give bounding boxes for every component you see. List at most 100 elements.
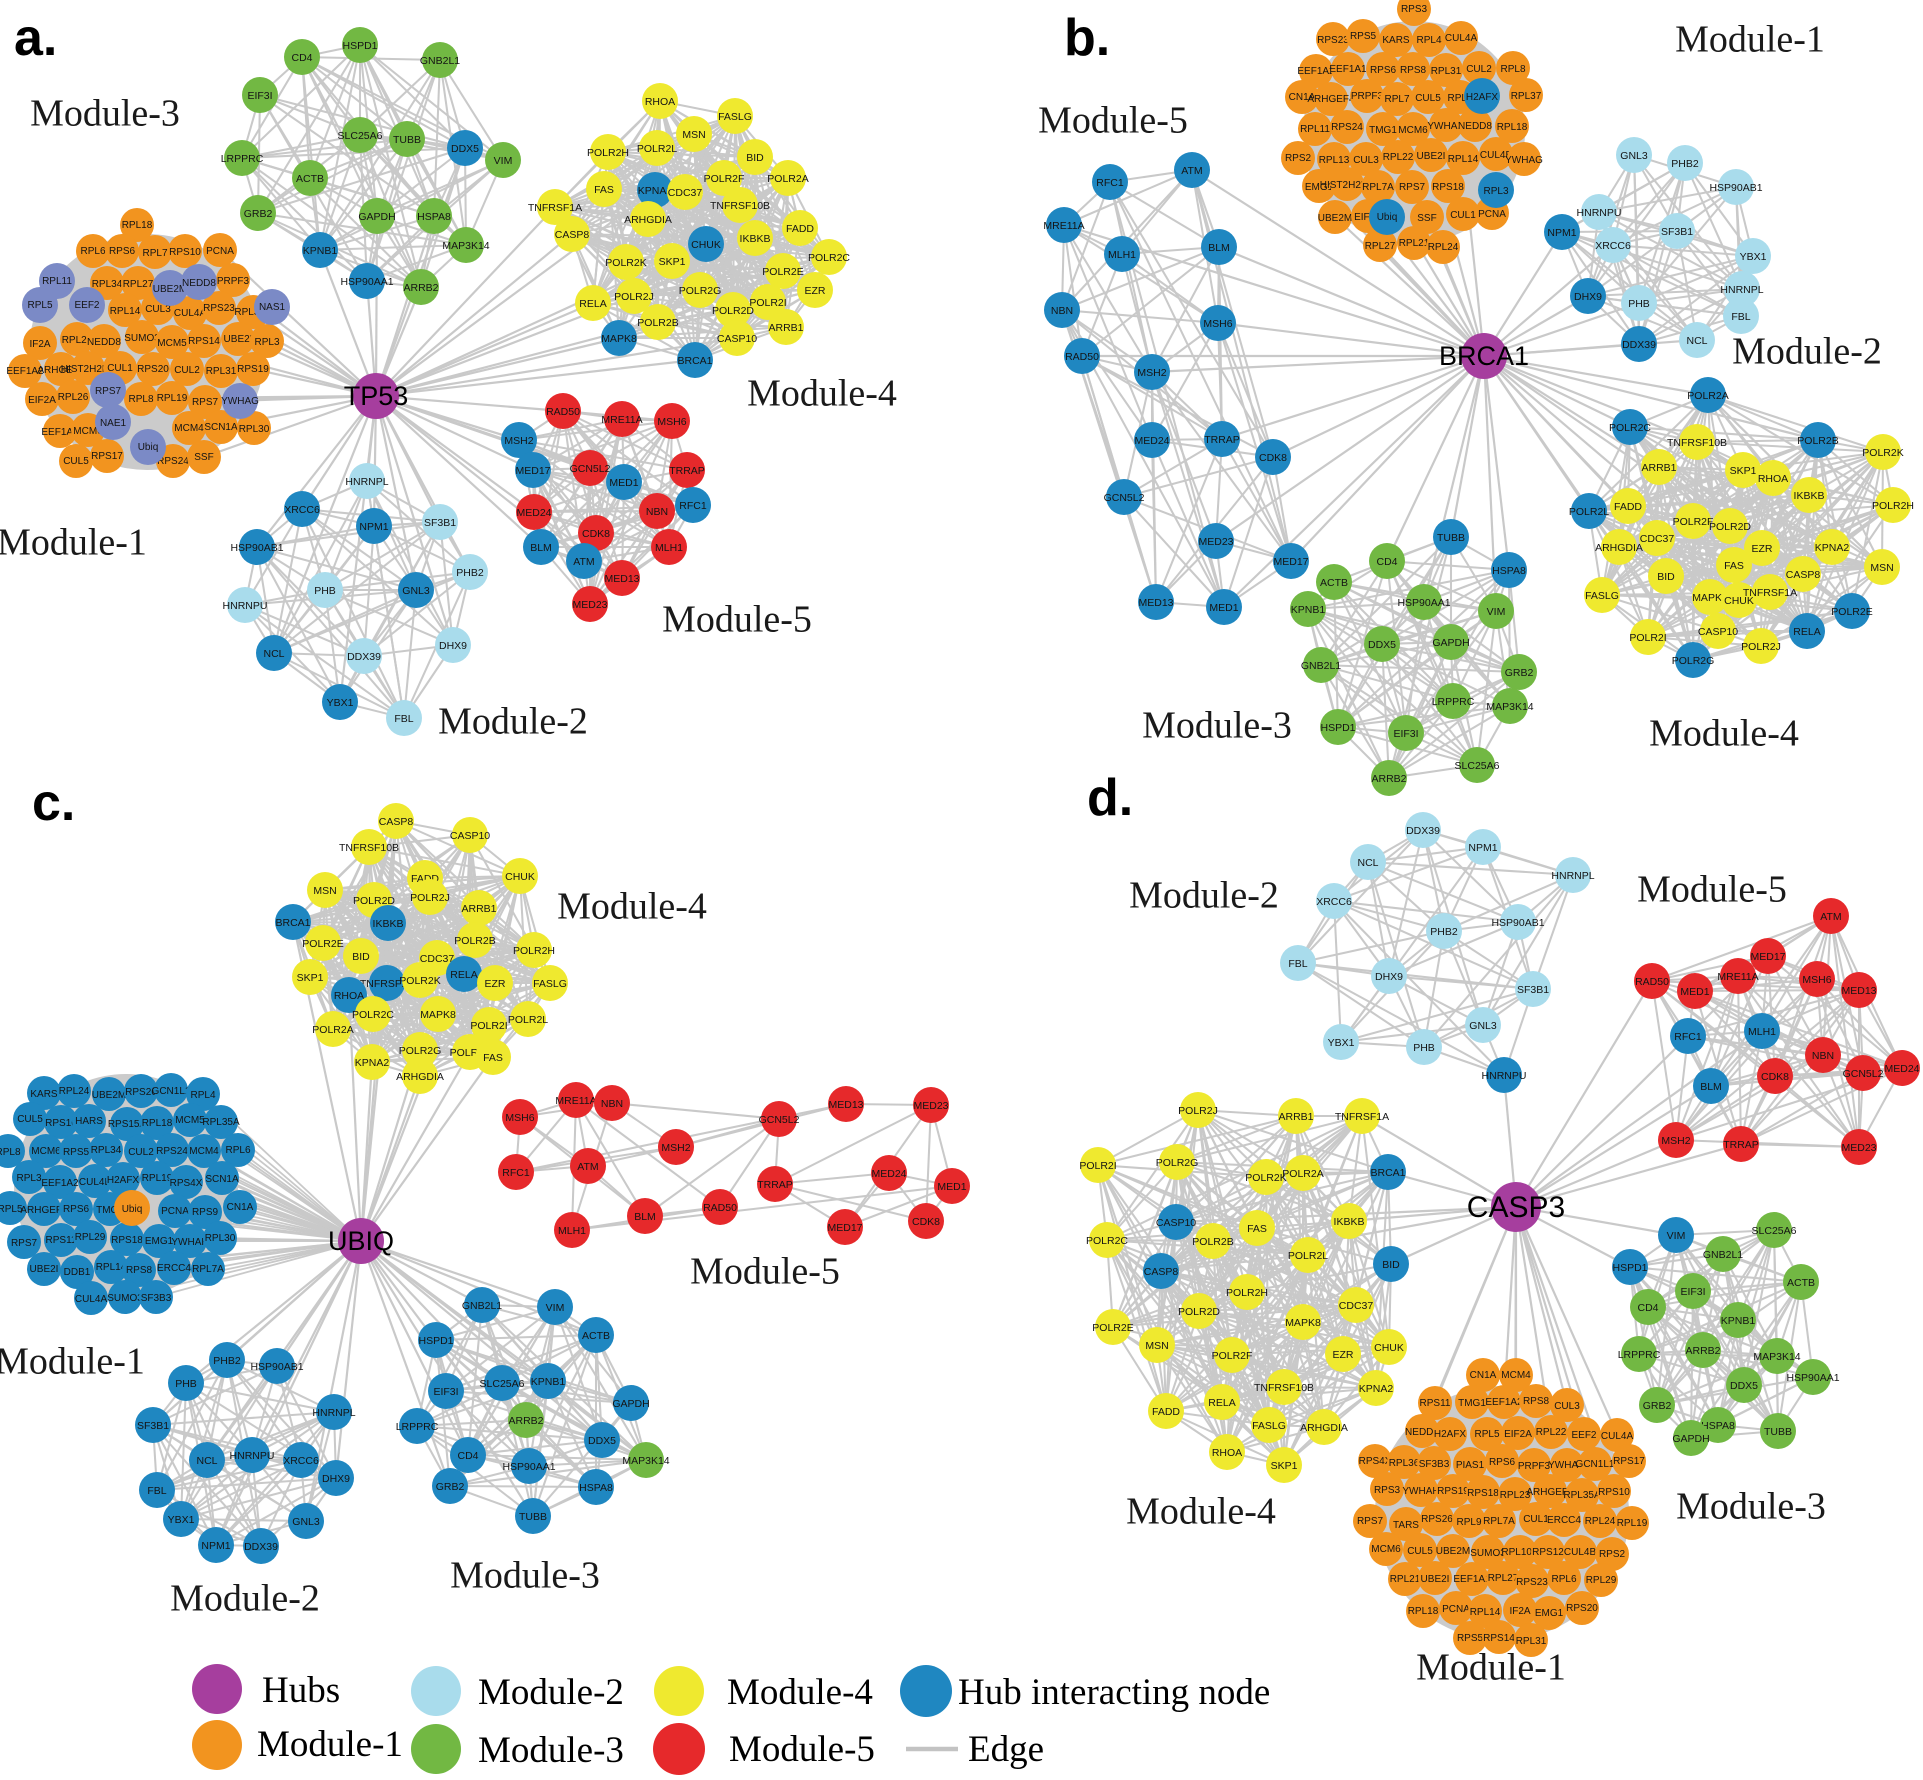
svg-text:ARRB2: ARRB2 xyxy=(508,1415,543,1427)
svg-text:MSH2: MSH2 xyxy=(661,1142,690,1154)
svg-text:GNL3: GNL3 xyxy=(292,1516,320,1528)
svg-text:MRE11A: MRE11A xyxy=(1043,220,1084,232)
svg-text:FBL: FBL xyxy=(394,713,413,725)
svg-text:GNB2L1: GNB2L1 xyxy=(1301,660,1341,672)
svg-text:RPL18: RPL18 xyxy=(142,1118,173,1129)
svg-text:NEDD8: NEDD8 xyxy=(87,337,121,348)
svg-text:BID: BID xyxy=(746,152,764,164)
svg-text:Module-5: Module-5 xyxy=(729,1729,875,1770)
svg-text:PHB: PHB xyxy=(1413,1042,1435,1054)
svg-text:EMG1: EMG1 xyxy=(1535,1608,1564,1619)
svg-text:HSP90AB1: HSP90AB1 xyxy=(250,1361,303,1373)
svg-text:GNL3: GNL3 xyxy=(402,585,430,597)
svg-text:POLR2L: POLR2L xyxy=(1569,506,1609,518)
svg-text:RPL3: RPL3 xyxy=(254,337,279,348)
svg-text:NPM1: NPM1 xyxy=(201,1540,230,1552)
svg-text:FASLG: FASLG xyxy=(1585,590,1619,602)
svg-text:CASP3: CASP3 xyxy=(1467,1191,1565,1224)
svg-text:IKBKB: IKBKB xyxy=(1794,490,1825,502)
svg-text:EIF2A: EIF2A xyxy=(1354,212,1382,223)
svg-text:Module-4: Module-4 xyxy=(557,885,707,927)
svg-text:KPNA2: KPNA2 xyxy=(1359,1383,1394,1395)
svg-text:POLR2B: POLR2B xyxy=(454,935,495,947)
svg-text:RPL18: RPL18 xyxy=(1408,1606,1439,1617)
svg-text:RPS7: RPS7 xyxy=(95,386,122,397)
svg-text:NCL: NCL xyxy=(1686,335,1707,347)
svg-text:TARS: TARS xyxy=(1393,1520,1419,1531)
svg-text:d.: d. xyxy=(1087,769,1133,827)
svg-text:Module-2: Module-2 xyxy=(1732,330,1882,372)
svg-text:YWHAG: YWHAG xyxy=(1505,155,1543,166)
svg-text:TUBB: TUBB xyxy=(1437,532,1465,544)
svg-text:XRCC6: XRCC6 xyxy=(284,504,320,516)
svg-text:CASP8: CASP8 xyxy=(1786,569,1821,581)
svg-text:RPS4X: RPS4X xyxy=(1359,1456,1392,1467)
svg-text:SKP1: SKP1 xyxy=(297,972,324,984)
svg-text:HSP90AA1: HSP90AA1 xyxy=(340,276,393,288)
svg-text:PHB: PHB xyxy=(1628,298,1650,310)
svg-text:EEF1A2: EEF1A2 xyxy=(1485,1397,1523,1408)
svg-text:RPL18: RPL18 xyxy=(122,220,153,231)
svg-text:POLR2G: POLR2G xyxy=(1156,1157,1199,1169)
svg-text:Module-1: Module-1 xyxy=(257,1724,403,1765)
svg-text:PCNA: PCNA xyxy=(206,246,234,257)
svg-text:MAPK8: MAPK8 xyxy=(1285,1317,1321,1329)
svg-text:DHX9: DHX9 xyxy=(439,640,467,652)
svg-text:DHX9: DHX9 xyxy=(1375,971,1403,983)
svg-text:YWHAH: YWHAH xyxy=(171,1237,208,1248)
svg-text:FAS: FAS xyxy=(483,1052,503,1064)
svg-text:RPL19: RPL19 xyxy=(1617,1518,1648,1529)
svg-text:CUL4B: CUL4B xyxy=(79,1177,112,1188)
svg-text:POLR2J: POLR2J xyxy=(410,892,450,904)
svg-text:KARS: KARS xyxy=(1382,35,1410,46)
svg-text:RPS2: RPS2 xyxy=(1599,1549,1626,1560)
svg-text:GRB2: GRB2 xyxy=(1643,1400,1672,1412)
svg-text:SLC25A6: SLC25A6 xyxy=(1752,1225,1797,1237)
svg-text:b.: b. xyxy=(1064,9,1110,67)
svg-text:DDX39: DDX39 xyxy=(244,1541,278,1553)
svg-text:CASP8: CASP8 xyxy=(1144,1266,1179,1278)
svg-text:POLR2K: POLR2K xyxy=(605,257,646,269)
svg-text:GCN5L2: GCN5L2 xyxy=(1843,1068,1884,1080)
svg-text:RPS10: RPS10 xyxy=(1598,1487,1630,1498)
svg-text:CD4: CD4 xyxy=(291,52,312,64)
svg-text:HSP90AA1: HSP90AA1 xyxy=(1786,1372,1839,1384)
svg-text:SUMO3: SUMO3 xyxy=(107,1293,143,1304)
svg-text:TMG1: TMG1 xyxy=(1458,1398,1486,1409)
svg-text:CDK8: CDK8 xyxy=(1259,452,1287,464)
svg-text:TP53: TP53 xyxy=(344,381,409,411)
svg-text:LRPPRC: LRPPRC xyxy=(1618,1349,1661,1361)
svg-text:RPL5: RPL5 xyxy=(0,1204,23,1215)
svg-text:PRPF3: PRPF3 xyxy=(217,276,250,287)
svg-text:POLR2C: POLR2C xyxy=(1609,422,1651,434)
svg-text:Module-2: Module-2 xyxy=(170,1577,320,1619)
svg-text:NAS1: NAS1 xyxy=(259,302,286,313)
svg-text:RELA: RELA xyxy=(1793,626,1820,638)
svg-text:UBIQ: UBIQ xyxy=(328,1226,394,1256)
svg-text:SSF: SSF xyxy=(1417,213,1436,224)
svg-text:RPS6: RPS6 xyxy=(1489,1457,1516,1468)
svg-text:CHUK: CHUK xyxy=(1374,1342,1404,1354)
svg-text:RPS17: RPS17 xyxy=(91,451,123,462)
svg-text:c.: c. xyxy=(32,774,75,832)
svg-text:HNRNPU: HNRNPU xyxy=(1482,1070,1527,1082)
svg-text:Module-1: Module-1 xyxy=(1675,18,1825,60)
svg-text:ARHGEF4: ARHGEF4 xyxy=(37,365,85,376)
svg-text:UBE2I: UBE2I xyxy=(1417,151,1446,162)
svg-text:NAE1: NAE1 xyxy=(100,418,127,429)
svg-text:CUL3: CUL3 xyxy=(145,304,171,315)
svg-text:RPL35A: RPL35A xyxy=(202,1117,240,1128)
svg-text:MCM5: MCM5 xyxy=(157,338,187,349)
svg-text:SF3B1: SF3B1 xyxy=(137,1420,169,1432)
svg-text:HSPD1: HSPD1 xyxy=(1612,1262,1647,1274)
svg-text:CASP10: CASP10 xyxy=(1698,626,1738,638)
svg-text:Module-4: Module-4 xyxy=(1649,712,1799,754)
svg-text:POLR2A: POLR2A xyxy=(312,1024,353,1036)
svg-text:RPL4: RPL4 xyxy=(1416,35,1441,46)
svg-text:ERCC4: ERCC4 xyxy=(157,1263,191,1274)
svg-text:RPL37: RPL37 xyxy=(1511,91,1542,102)
svg-text:POLR2C: POLR2C xyxy=(808,252,850,264)
svg-text:PHB: PHB xyxy=(314,585,336,597)
svg-text:KPNB1: KPNB1 xyxy=(303,245,338,257)
svg-text:MAPK8: MAPK8 xyxy=(1692,592,1728,604)
